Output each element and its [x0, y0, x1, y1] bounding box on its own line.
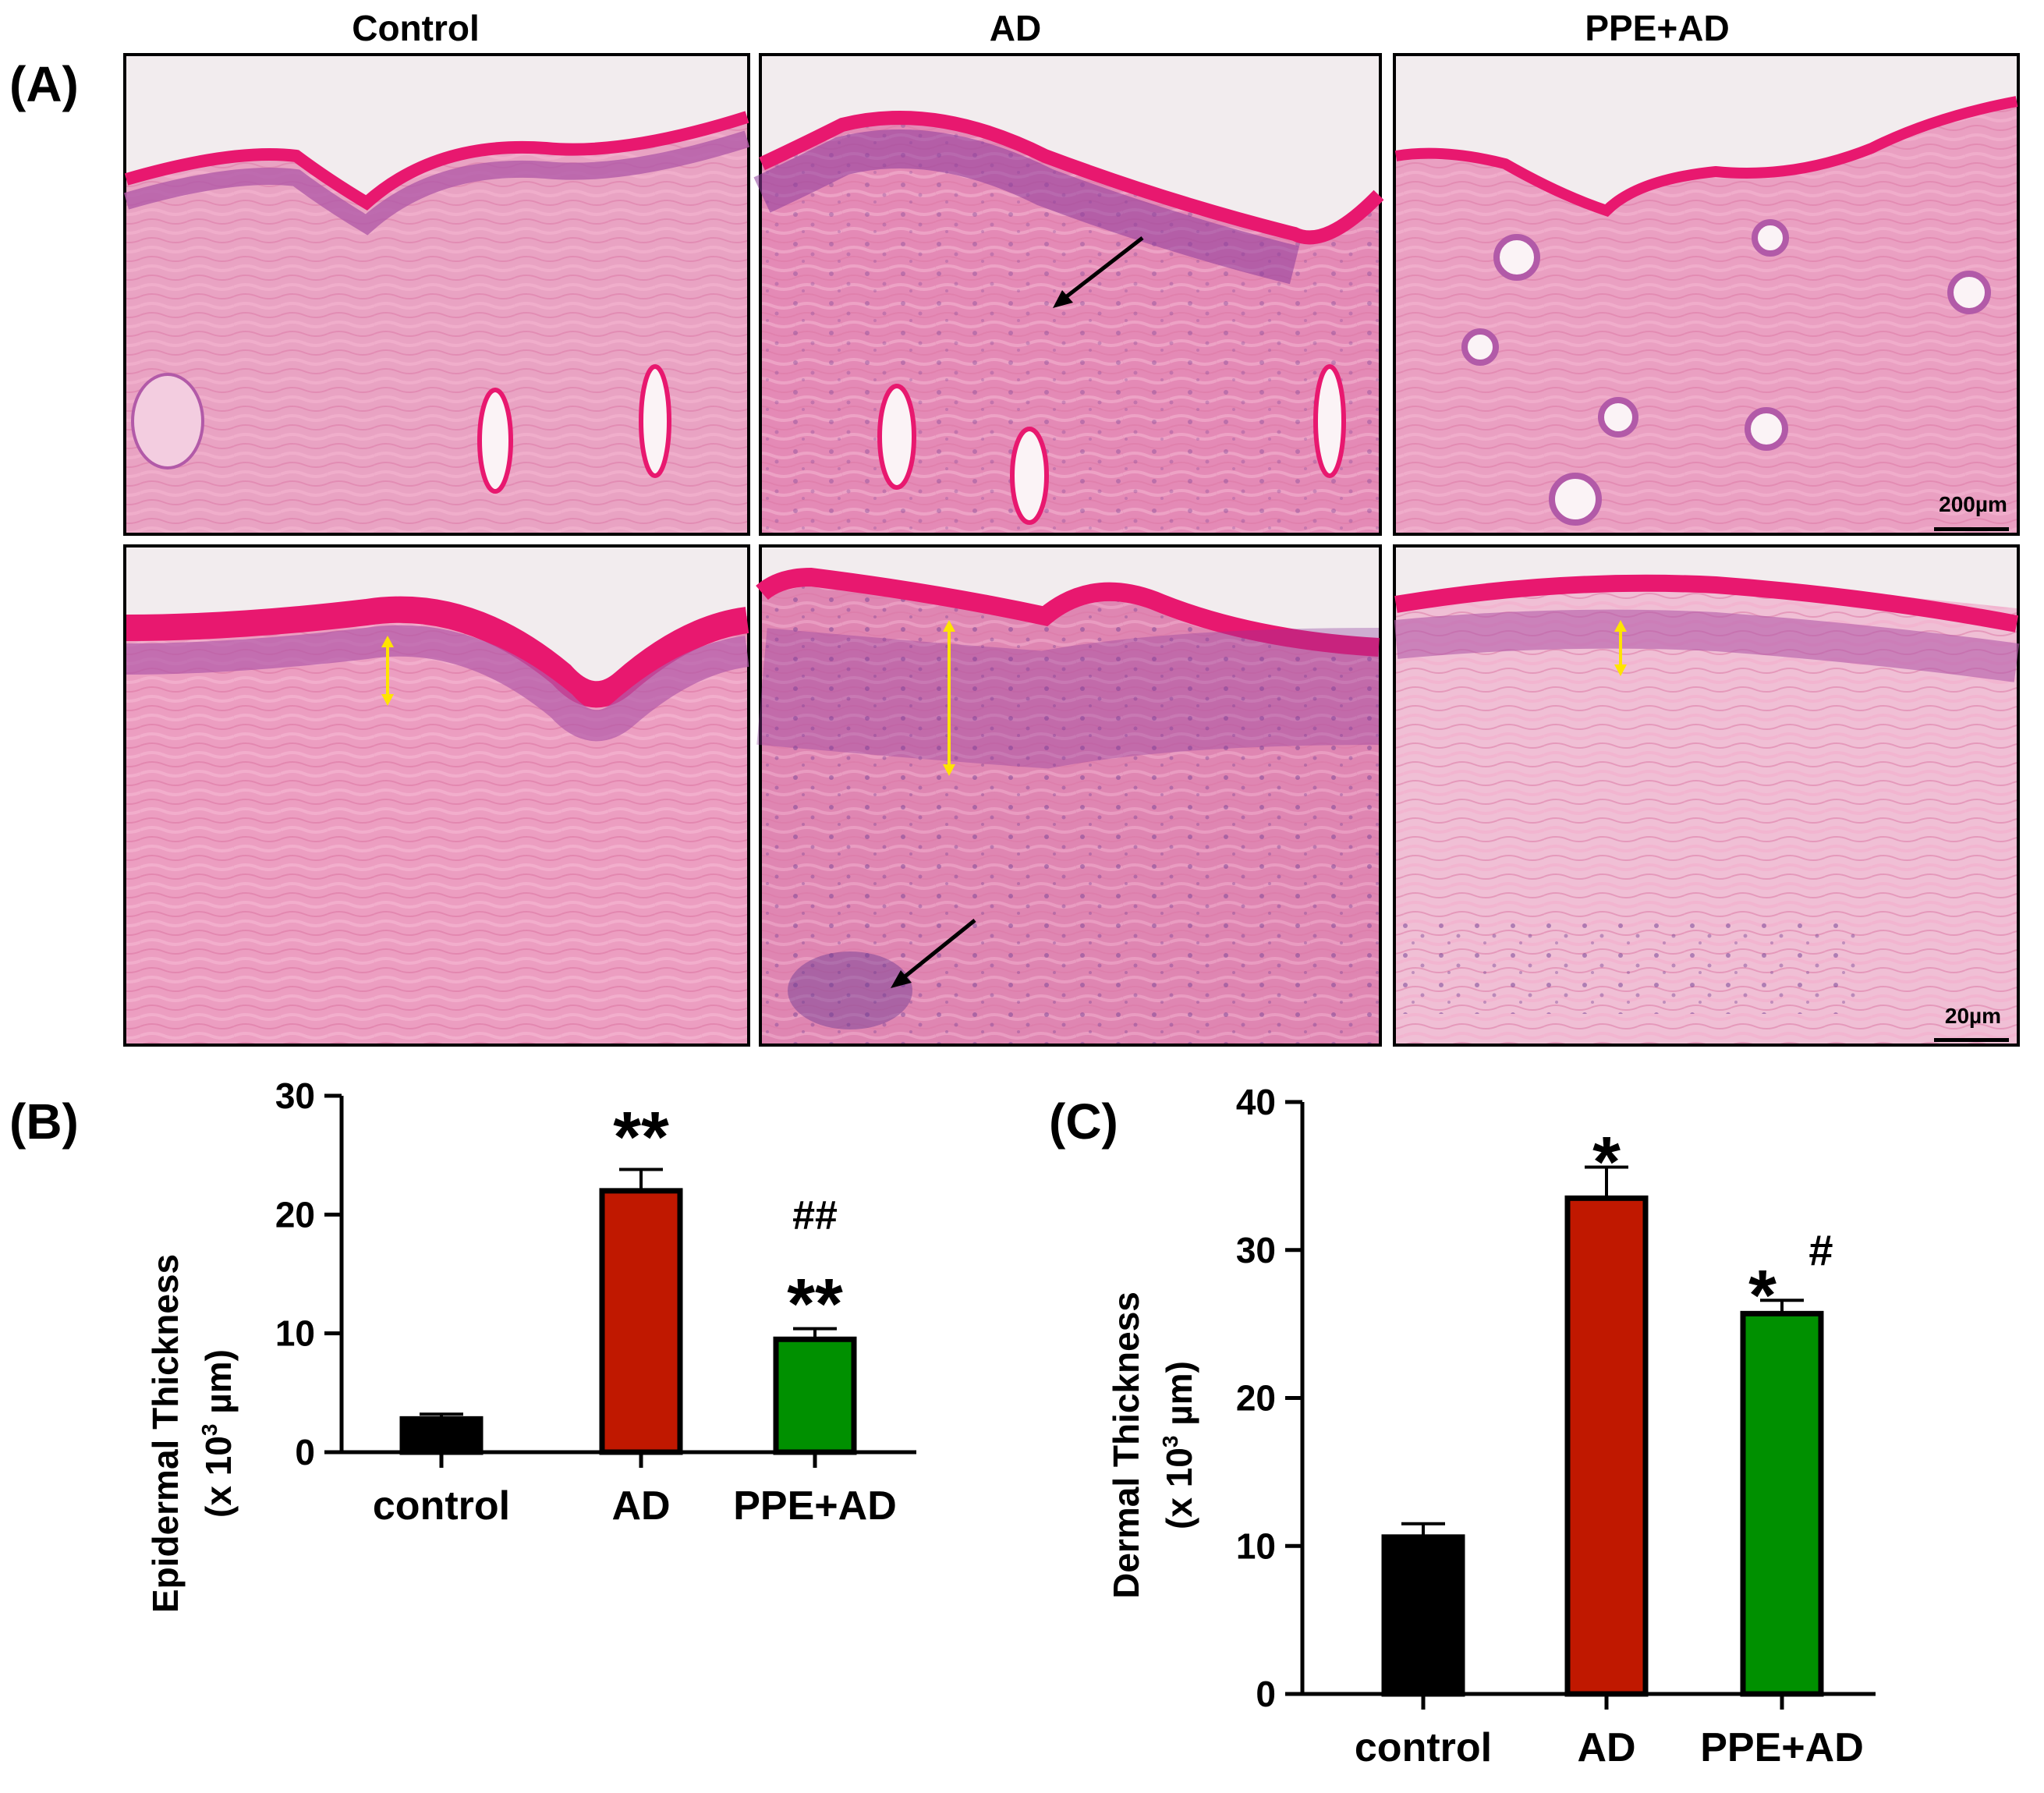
dermal-thickness-chart: Dermal Thickness (x 103 µm) 0 10 20 30 40 con… — [1106, 1082, 1876, 1770]
chart-b-bar-control — [399, 1416, 484, 1455]
chart-c-bar-ppead — [1740, 1310, 1824, 1697]
micrograph-ad-high-mag — [756, 544, 1382, 1047]
arrow-head-inflammation-top — [1053, 290, 1073, 308]
chart-b-ylabel-line1: Epidermal Thickness — [145, 1254, 186, 1613]
chart-c-bar-ad — [1564, 1195, 1649, 1697]
chart-b-bar-ppead — [773, 1336, 857, 1455]
scale-bar-200um — [1934, 527, 2009, 531]
arrow-head-inflammation-bottom — [891, 970, 912, 988]
chart-c-x-tick-label: AD — [1577, 1725, 1635, 1770]
chart-c-ylabel-prefix: (x 10 — [1159, 1448, 1199, 1529]
chart-b-significance-star: ** — [613, 1097, 669, 1177]
epidermal-thickness-chart: Epidermal Thickness (x 103 µm) 0 10 20 30 co… — [145, 1075, 916, 1613]
scale-bar-label-top: 200µm — [1939, 492, 2007, 516]
chart-c-bar-control — [1381, 1534, 1465, 1697]
chart-b-y-tick-label: 30 — [275, 1075, 315, 1116]
chart-c-y-tick-label: 10 — [1236, 1525, 1276, 1566]
chart-b-y-tick-label: 20 — [275, 1194, 315, 1235]
arrow-inflammation-bottom — [894, 919, 976, 986]
chart-b-x-tick-label: PPE+AD — [733, 1483, 897, 1529]
chart-c-ylabel-suffix: µm) — [1159, 1361, 1199, 1436]
scale-bar-label-bottom: 20µm — [1945, 1004, 2001, 1028]
chart-c-significance-star: * — [1592, 1122, 1621, 1202]
chart-b-y-tick-label: 0 — [295, 1432, 315, 1472]
column-title-ppe-ad: PPE+AD — [1585, 8, 1729, 48]
chart-c-ylabel-line1: Dermal Thickness — [1106, 1292, 1146, 1599]
chart-c-y-tick-label: 40 — [1236, 1082, 1276, 1122]
chart-b-ylabel-suffix: µm) — [198, 1349, 239, 1424]
chart-b-ylabel-prefix: (x 10 — [198, 1436, 239, 1518]
chart-b-significance-star: ** — [787, 1265, 843, 1345]
column-title-ad: AD — [990, 8, 1041, 48]
panel-label-b: (B) — [9, 1093, 79, 1150]
chart-c-x-tick-label: control — [1355, 1725, 1492, 1770]
chart-b-y-tick-label: 10 — [275, 1313, 315, 1354]
chart-b-significance-hash: ## — [792, 1193, 838, 1238]
chart-b-x-tick-label: control — [373, 1483, 510, 1529]
chart-c-ylabel-line2: (x 103 µm) — [1158, 1361, 1199, 1529]
chart-c-x-tick-label: PPE+AD — [1700, 1725, 1864, 1770]
chart-c-significance-hash: # — [1808, 1225, 1833, 1274]
panel-label-c: (C) — [1049, 1093, 1118, 1150]
chart-c-y-tick-label: 30 — [1236, 1230, 1276, 1270]
panel-label-a: (A) — [9, 56, 79, 112]
column-title-control: Control — [352, 8, 480, 48]
micrograph-ad-low-mag — [753, 53, 1384, 536]
chart-b-bar-ad — [599, 1188, 683, 1455]
chart-b-x-tick-label: AD — [611, 1483, 670, 1529]
micrograph-ppe-ad-high-mag: 20µm — [1393, 544, 2020, 1047]
chart-c-ylabel-sup: 3 — [1158, 1436, 1182, 1448]
micrograph-control-low-mag — [123, 53, 750, 536]
scale-bar-20um — [1934, 1038, 2009, 1042]
micrograph-ppe-ad-low-mag: 200µm — [1393, 53, 2020, 536]
chart-c-y-tick-label: 20 — [1236, 1378, 1276, 1419]
chart-b-ylabel-line2: (x 103 µm) — [197, 1349, 239, 1518]
arrow-inflammation-top — [1055, 236, 1144, 306]
chart-b-ylabel-sup: 3 — [197, 1424, 221, 1437]
micrograph-control-high-mag — [123, 544, 750, 1047]
chart-c-y-tick-label: 0 — [1256, 1674, 1276, 1714]
chart-c-significance-star: * — [1748, 1256, 1777, 1335]
